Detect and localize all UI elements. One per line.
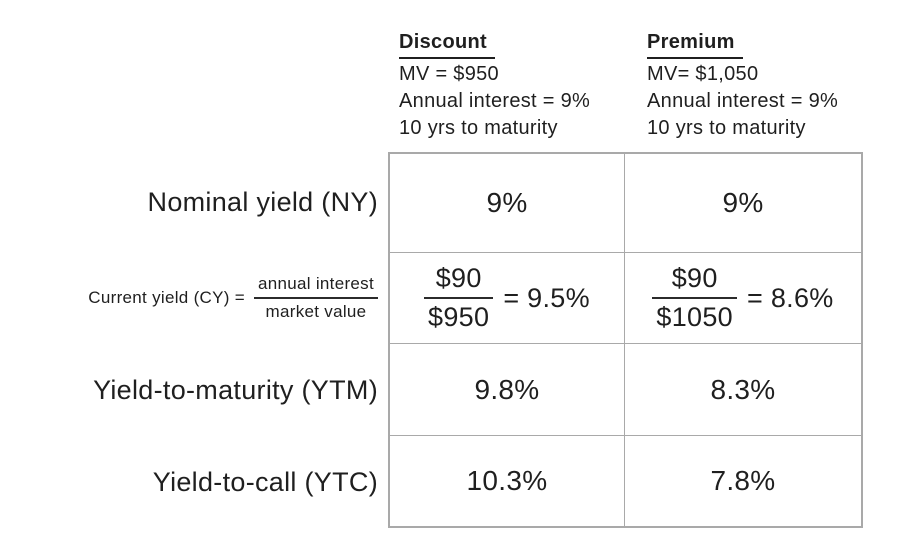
discount-maturity: 10 yrs to maturity (399, 117, 558, 139)
cell-ytm-discount: 9.8% (390, 344, 625, 436)
cell-current-discount: $90 $950 = 9.5% (390, 253, 625, 344)
formula-denominator: market value (265, 302, 367, 321)
cell-nominal-discount: 9% (390, 154, 625, 253)
premium-column-header: Premium MV= $1,050 Annual interest = 9% … (647, 29, 838, 142)
current-discount-denominator: $950 (428, 302, 490, 332)
discount-market-value: MV = $950 (399, 63, 499, 85)
discount-column-header: Discount MV = $950 Annual interest = 9% … (399, 29, 590, 142)
cell-ytc-discount: 10.3% (390, 436, 625, 526)
current-discount-result: = 9.5% (503, 282, 590, 313)
formula-numerator: annual interest (253, 274, 378, 299)
current-premium-fraction: $90 $1050 (652, 263, 737, 333)
current-discount-fraction: $90 $950 (424, 263, 494, 333)
current-yield-formula-fraction: annual interest market value (253, 274, 378, 322)
cell-current-premium: $90 $1050 = 8.6% (625, 253, 861, 344)
discount-annual-interest: Annual interest = 9% (399, 90, 591, 112)
premium-market-value: MV= $1,050 (647, 63, 759, 85)
premium-annual-interest: Annual interest = 9% (647, 90, 839, 112)
cell-ytc-premium: 7.8% (710, 465, 776, 496)
row-label-current-yield: Current yield (CY) = annual interest mar… (0, 252, 378, 344)
current-premium-result: = 8.6% (746, 282, 834, 313)
premium-title: Premium (647, 29, 743, 59)
current-premium-numerator: $90 (652, 263, 737, 299)
premium-maturity: 10 yrs to maturity (647, 117, 806, 139)
current-discount-numerator: $90 (424, 263, 494, 299)
yield-table: 9% 9% $90 $950 = 9.5% $90 $1050 = 8.6% 9… (388, 152, 863, 528)
row-label-yield-to-maturity: Yield-to-maturity (YTM) (93, 375, 378, 405)
row-label-yield-to-call: Yield-to-call (YTC) (152, 467, 378, 497)
discount-title: Discount (399, 29, 495, 59)
row-label-nominal-yield: Nominal yield (NY) (147, 186, 378, 217)
current-yield-prefix: Current yield (CY) = (88, 288, 245, 307)
cell-nominal-premium: 9% (625, 154, 861, 253)
cell-ytm-premium: 8.3% (625, 344, 861, 436)
current-premium-denominator: $1050 (656, 302, 733, 332)
